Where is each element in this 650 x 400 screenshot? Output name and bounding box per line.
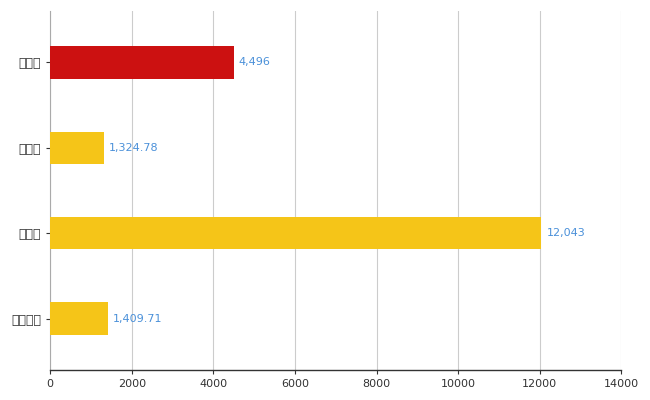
- Text: 12,043: 12,043: [547, 228, 585, 238]
- Bar: [50, 46, 233, 78]
- Text: 4,496: 4,496: [239, 57, 270, 67]
- Bar: [50, 217, 541, 250]
- Text: 1,409.71: 1,409.71: [112, 314, 162, 324]
- Bar: [50, 132, 104, 164]
- Text: 1,324.78: 1,324.78: [109, 143, 159, 153]
- Bar: [50, 302, 108, 335]
